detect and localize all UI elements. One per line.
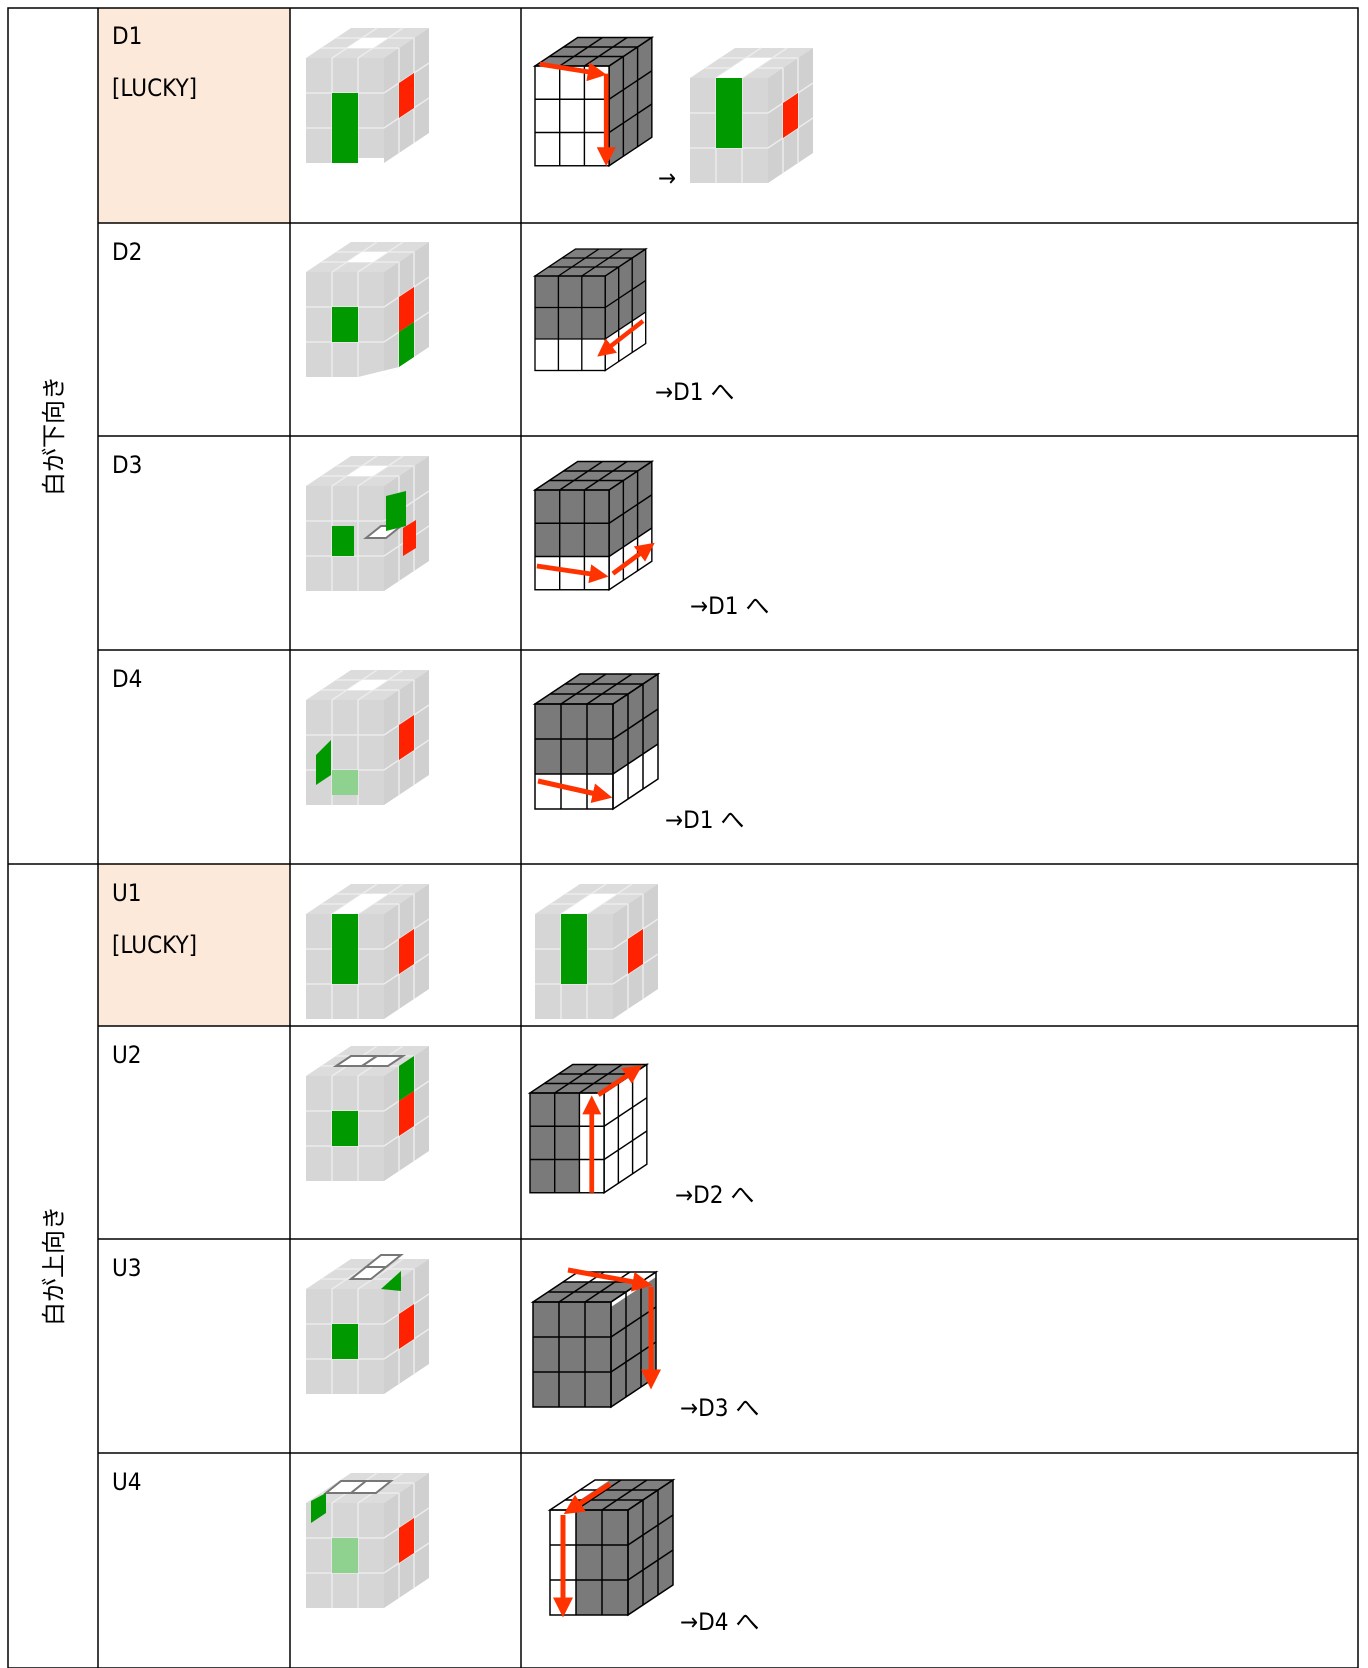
rect	[332, 770, 358, 795]
case-cube	[305, 1472, 430, 1609]
w	[535, 66, 610, 166]
case-cube	[305, 669, 430, 806]
move-note: →D1 へ	[655, 378, 734, 406]
case-cube	[305, 883, 430, 1020]
r	[403, 520, 416, 556]
arr	[536, 563, 609, 584]
move-cube	[534, 673, 659, 810]
w	[716, 68, 757, 78]
case-id: D1	[112, 22, 142, 50]
case-cube	[305, 241, 430, 378]
move-cube	[529, 1063, 648, 1194]
w	[358, 158, 384, 163]
rect	[332, 1538, 358, 1573]
rect	[7, 7, 1359, 1668]
w	[613, 744, 658, 809]
g	[386, 491, 406, 531]
wo	[348, 1480, 394, 1494]
move-note: →D4 へ	[680, 1608, 759, 1636]
r	[399, 287, 414, 332]
case-id: D2	[112, 238, 142, 266]
case-cube	[305, 1254, 430, 1395]
w	[731, 58, 772, 68]
move-cube	[534, 248, 647, 372]
w	[576, 894, 617, 904]
move-note: →D2 へ	[675, 1181, 754, 1209]
r	[399, 1091, 414, 1136]
w	[332, 904, 373, 914]
g	[332, 526, 354, 556]
g	[716, 78, 742, 148]
g	[399, 322, 414, 367]
move-note: →D1 へ	[665, 806, 744, 834]
r	[399, 715, 414, 760]
arr	[567, 1267, 653, 1292]
move-cube	[689, 47, 814, 184]
case-cube	[305, 1045, 430, 1182]
w	[561, 904, 602, 914]
g	[332, 914, 358, 984]
r	[399, 1518, 414, 1563]
arr	[611, 542, 655, 576]
arr	[597, 1065, 643, 1097]
case-cube	[305, 27, 430, 164]
g	[332, 1111, 358, 1146]
w	[535, 339, 606, 371]
move-note: →D1 へ	[690, 592, 769, 620]
lucky-bg	[98, 8, 290, 223]
case-tag: [LUCKY]	[112, 931, 197, 959]
arr	[537, 778, 613, 804]
case-id: U4	[112, 1468, 142, 1496]
arr	[563, 1481, 612, 1515]
g	[316, 740, 331, 785]
w	[604, 1064, 647, 1193]
case-id: U1	[112, 879, 142, 907]
cell-line	[7, 7, 1359, 1668]
r	[399, 73, 414, 118]
w	[358, 367, 399, 377]
r	[783, 93, 798, 138]
r	[399, 929, 414, 974]
arr	[597, 319, 645, 357]
wo	[363, 1254, 404, 1268]
move-note: →D3 へ	[680, 1394, 759, 1422]
g	[332, 1324, 358, 1359]
case-cube	[305, 455, 430, 592]
case-id: U2	[112, 1041, 142, 1069]
g	[561, 914, 587, 984]
move-cube	[534, 460, 655, 591]
move-note: →	[658, 164, 676, 192]
case-tag: [LUCKY]	[112, 74, 197, 102]
case-id: U3	[112, 1254, 142, 1282]
group-label: 白が下向き	[40, 376, 68, 496]
r	[628, 929, 643, 974]
g	[311, 1493, 326, 1523]
wo	[358, 1055, 407, 1067]
g	[381, 1271, 401, 1291]
case-id: D4	[112, 665, 142, 693]
move-cube	[549, 1479, 674, 1618]
move-cube	[532, 1267, 661, 1408]
g	[332, 93, 358, 163]
case-id: D3	[112, 451, 142, 479]
w	[347, 894, 388, 904]
move-cube	[534, 883, 659, 1020]
group-label: 白が上向き	[40, 1206, 68, 1326]
g	[399, 1056, 414, 1101]
move-cube	[534, 36, 653, 167]
arr	[539, 61, 607, 82]
g	[332, 307, 358, 342]
r	[399, 1304, 414, 1349]
lucky-bg	[98, 864, 290, 1026]
